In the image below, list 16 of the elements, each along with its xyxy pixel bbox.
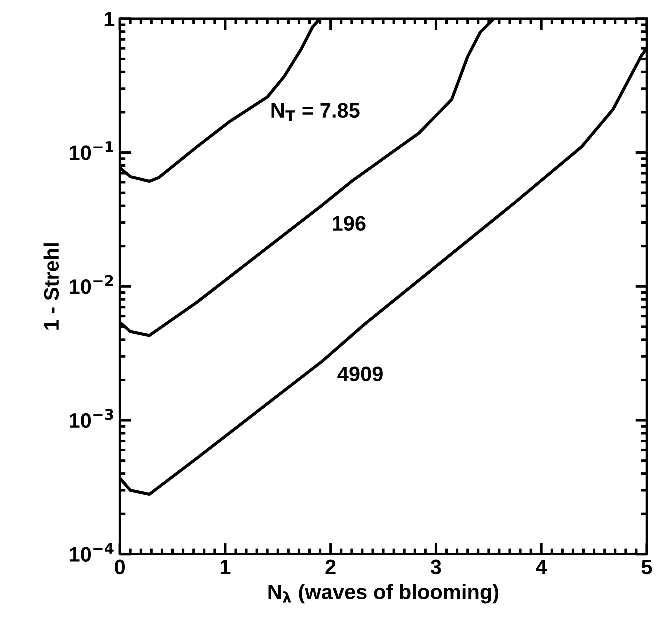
y-tick-label: 10$^{−4}$ (70, 543, 114, 562)
series-label: N$_{T}$ = 7.85 (272, 103, 360, 122)
x-tick-label: 5 (642, 560, 652, 575)
x-axis-title: N$_{λ}$ (waves of blooming) (268, 584, 499, 604)
x-tick-label: 0 (115, 560, 125, 575)
x-tick-label: 4 (536, 560, 548, 574)
x-tick-label: 3 (430, 560, 442, 575)
x-tick-label: 1 (220, 560, 231, 574)
x-tick-label: 2 (326, 560, 336, 574)
y-tick-label: 1 (104, 12, 115, 26)
y-tick-label: 10$^{−1}$ (70, 142, 114, 160)
y-axis-title: 1 - Strehl (44, 244, 60, 330)
y-tick-label: 10$^{−3}$ (70, 409, 114, 428)
series-label: 196 (333, 216, 366, 232)
y-tick-label: 10$^{−2}$ (70, 275, 114, 294)
series-label: 4909 (338, 366, 383, 382)
